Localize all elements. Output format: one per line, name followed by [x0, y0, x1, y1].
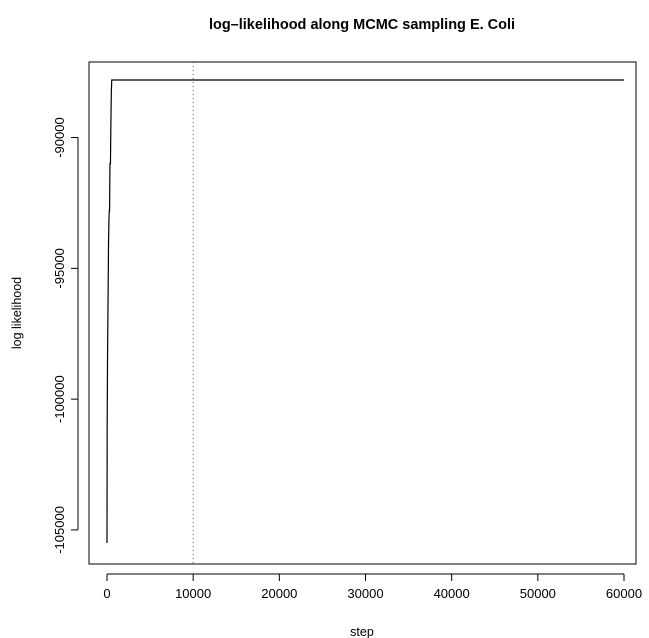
- y-axis-label: log likelihood: [10, 277, 24, 349]
- y-tick-label: -90000: [52, 117, 67, 157]
- y-tick-label: -105000: [52, 506, 67, 554]
- x-axis-label: step: [350, 625, 374, 638]
- y-tick-label: -95000: [52, 248, 67, 288]
- x-tick-label: 40000: [434, 586, 470, 601]
- series-line: [106, 79, 624, 544]
- y-tick-label: -100000: [52, 375, 67, 423]
- x-tick-label: 0: [103, 586, 110, 601]
- plot-frame: [88, 61, 637, 565]
- x-tick-label: 30000: [347, 586, 383, 601]
- x-axis: 0 10000 20000 30000 40000 50000 60000: [103, 573, 642, 601]
- chart-title: log–likelihood along MCMC sampling E. Co…: [209, 17, 515, 33]
- x-tick-label: 20000: [261, 586, 297, 601]
- series-layer: [106, 79, 624, 544]
- x-tick-label: 60000: [606, 586, 642, 601]
- x-tick-label: 50000: [520, 586, 556, 601]
- x-tick-label: 10000: [175, 586, 211, 601]
- y-axis: -105000 -100000 -95000 -90000: [52, 117, 79, 554]
